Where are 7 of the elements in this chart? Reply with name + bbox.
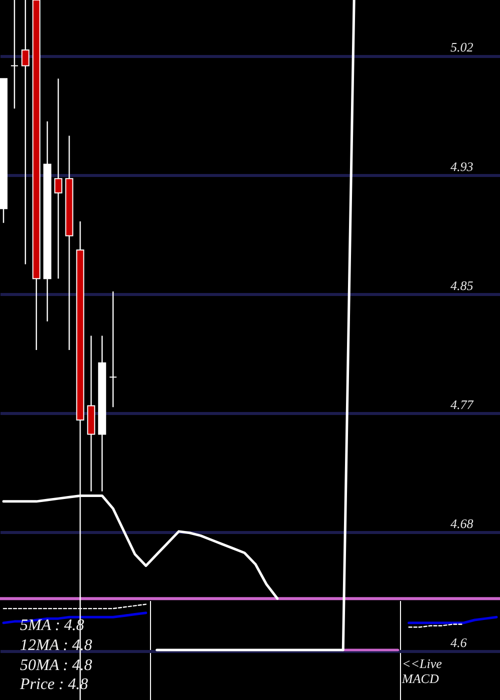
y-tick-label: 4.68 xyxy=(450,516,474,531)
y-tick-label: 4.85 xyxy=(450,278,474,293)
y-tick-label: 4.93 xyxy=(450,158,474,174)
y-tick-label: 4.6 xyxy=(450,634,468,650)
annotation: <<Live MACD xyxy=(401,656,442,686)
y-tick-label: 4.77 xyxy=(450,396,474,412)
y-tick-label: 5.02 xyxy=(450,40,474,55)
